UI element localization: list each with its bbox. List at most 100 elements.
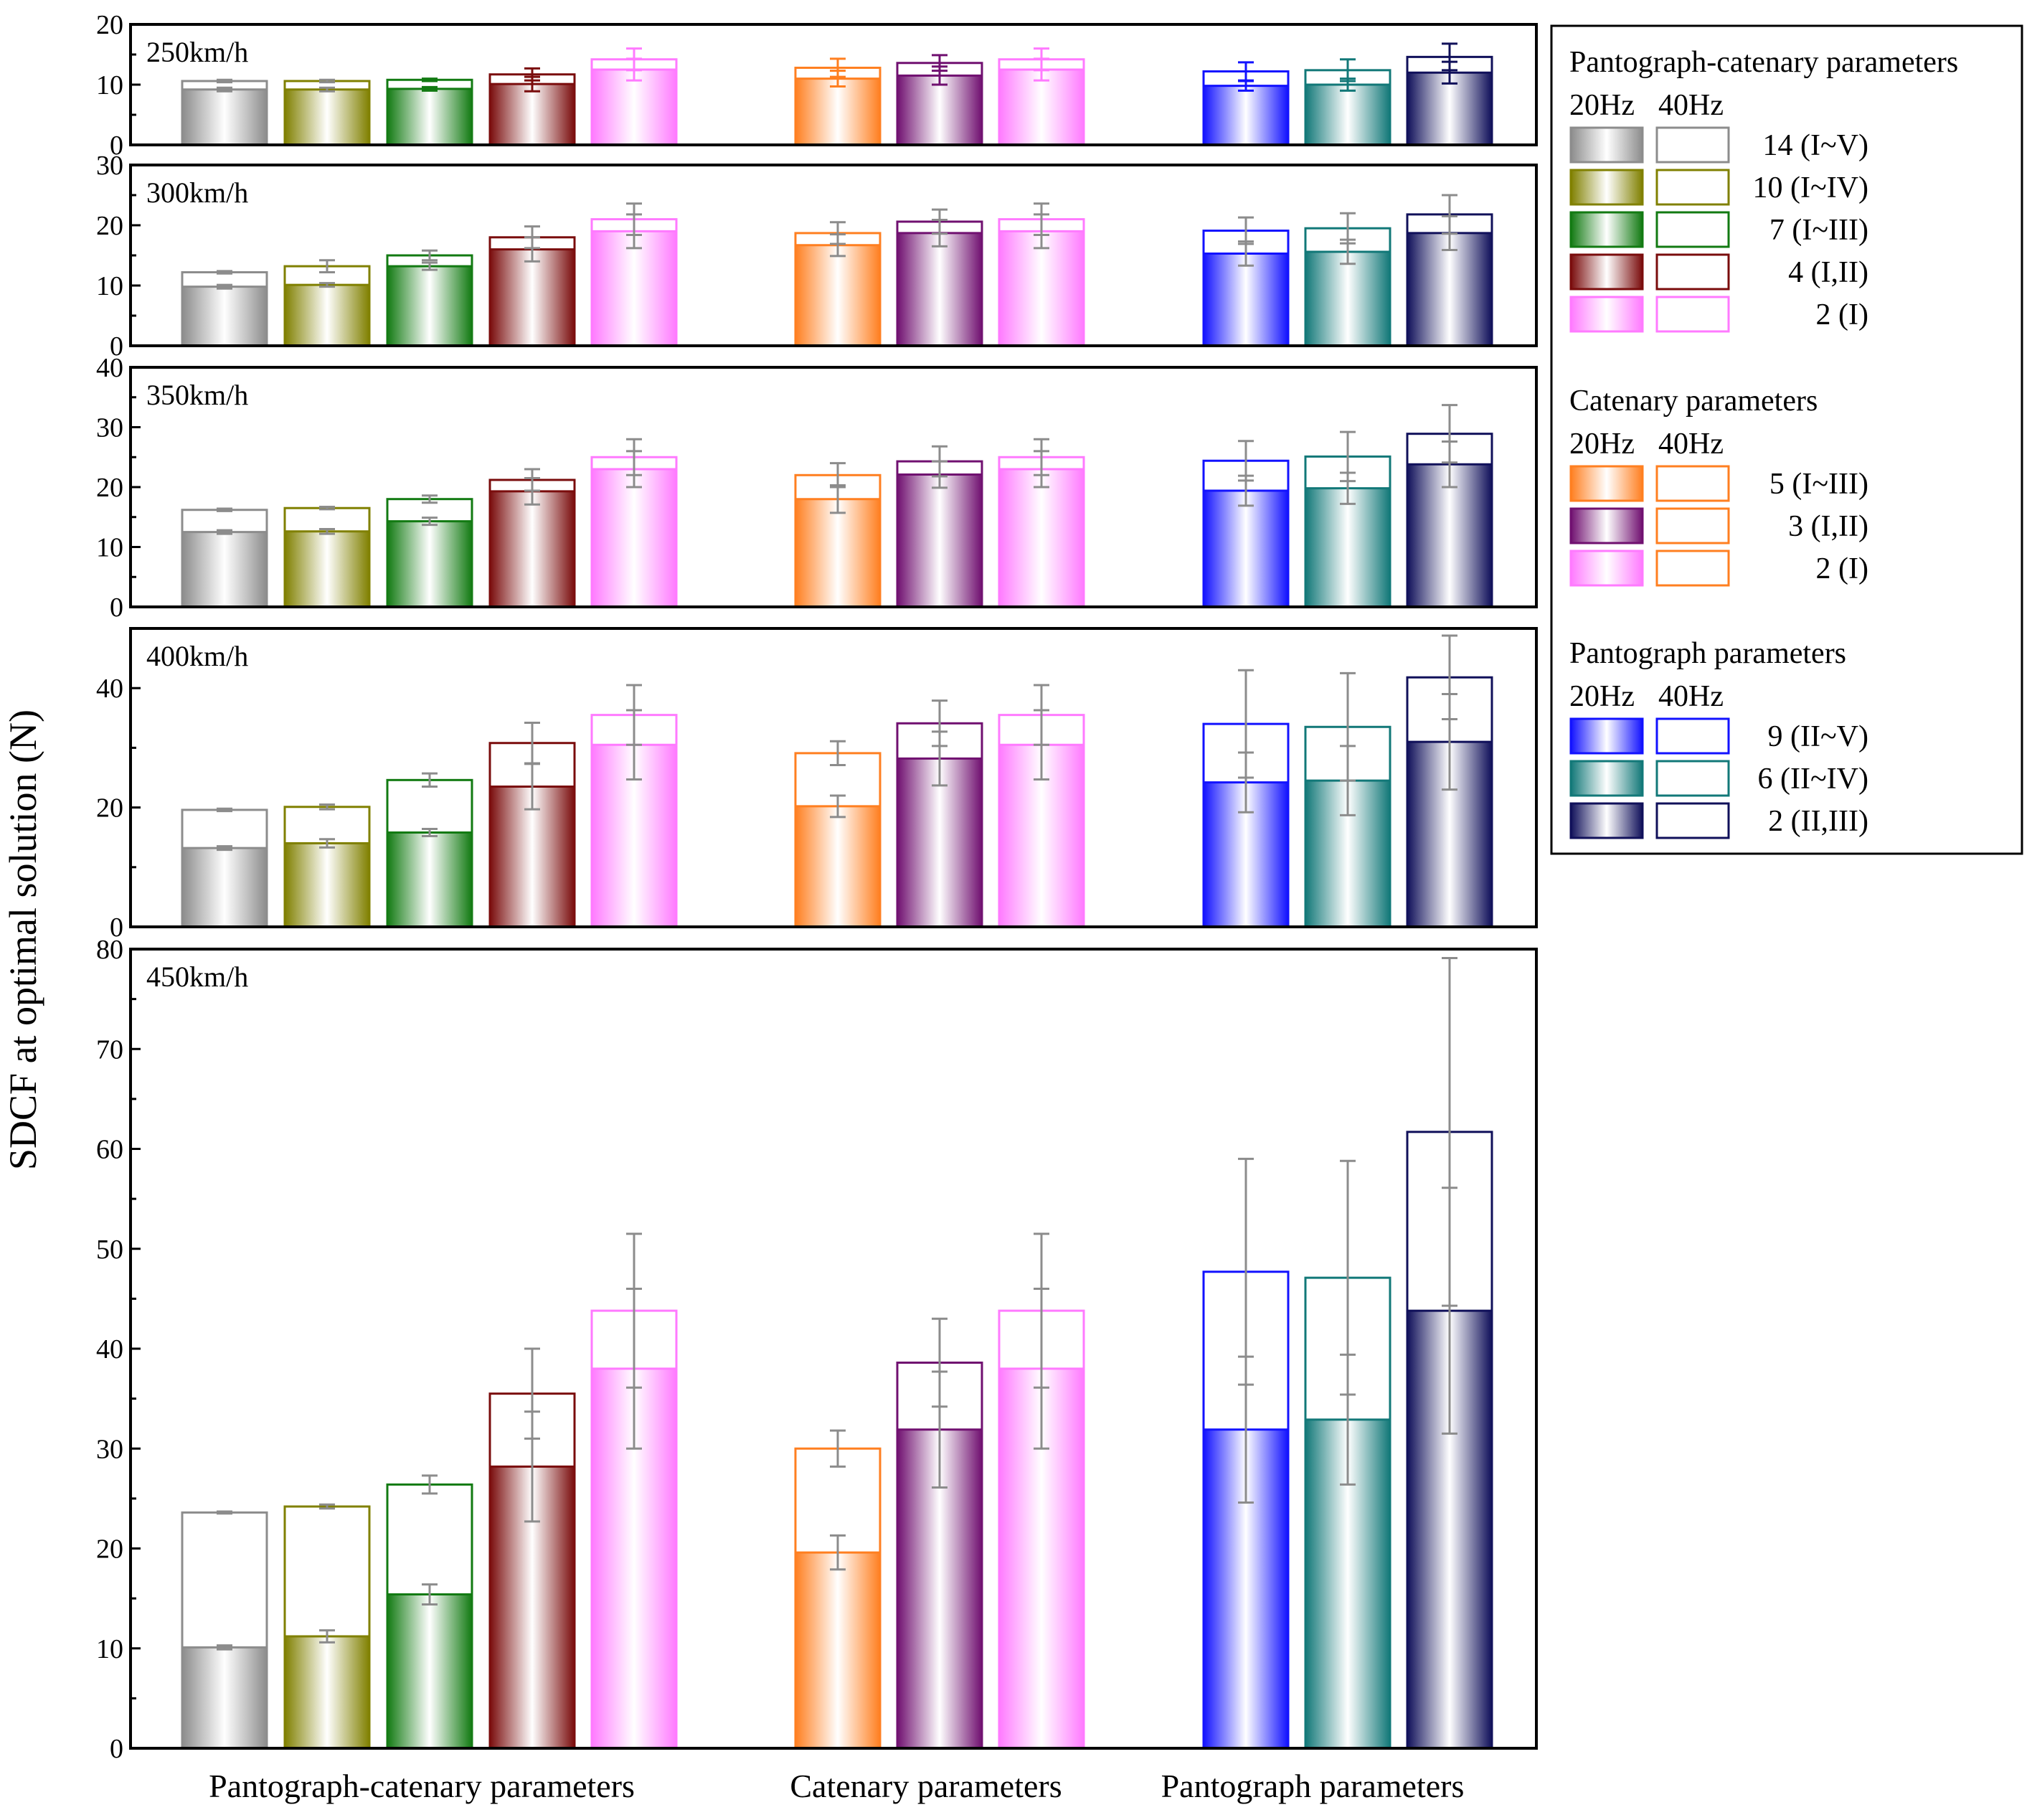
legend-swatch-40hz [1655, 296, 1730, 333]
y-tick-label: 70 [96, 1034, 123, 1065]
y-tick-label: 10 [96, 533, 123, 563]
bar-20hz [1305, 251, 1390, 346]
y-tick-label: 20 [96, 1534, 123, 1565]
legend-swatch-20hz [1569, 465, 1644, 502]
panel-speed-label: 300km/h [146, 176, 248, 209]
bar-20hz [182, 286, 267, 346]
legend-swatch-40hz [1655, 169, 1730, 206]
bar-20hz [182, 1647, 267, 1748]
legend-swatch-20hz [1569, 802, 1644, 839]
bar-20hz [999, 468, 1084, 607]
y-tick-label: 10 [96, 271, 123, 301]
bar-20hz [387, 832, 472, 927]
bar-20hz [1204, 253, 1288, 346]
group-label-catenary: Catenary parameters [790, 1768, 1062, 1804]
bar-20hz [285, 285, 369, 346]
bar-20hz [387, 521, 472, 607]
bar-20hz [592, 70, 676, 145]
bar-20hz [999, 70, 1084, 145]
panel-400km/h: 0 20 40 400km/h [96, 627, 1538, 943]
bar-20hz [285, 89, 369, 145]
legend-swatch-40hz [1655, 717, 1730, 755]
group-labels: Pantograph-catenary parameters Catenary … [209, 1768, 1464, 1804]
legend-section: Pantograph parameters 20Hz 40Hz 9 (II~V) 6 (… [1569, 637, 1869, 839]
bar-20hz [1305, 85, 1390, 145]
bar-20hz [592, 468, 676, 607]
legend-swatch-20hz [1569, 550, 1644, 587]
y-tick-label: 0 [110, 593, 123, 623]
panel-speed-label: 400km/h [146, 640, 248, 672]
panel-speed-label: 450km/h [146, 961, 248, 993]
panel-300km/h: 0 10 20 30 300km/h [96, 151, 1538, 362]
bar-20hz [387, 266, 472, 346]
legend-head-40hz: 40Hz [1658, 89, 1724, 122]
panel-frame [129, 948, 1538, 1750]
legend-swatch-20hz [1569, 211, 1644, 248]
legend-swatch-40hz [1655, 211, 1730, 248]
legend: Pantograph-catenary parameters 20Hz 40Hz 14… [1550, 24, 2023, 855]
bar-20hz [795, 78, 880, 145]
y-axis-title: SDCF at optimal solution (N) [1, 709, 44, 1170]
bar-20hz [182, 848, 267, 927]
legend-head-40hz: 40Hz [1658, 428, 1724, 461]
legend-swatch-20hz [1569, 760, 1644, 797]
y-tick-label: 30 [96, 1434, 123, 1464]
legend-head-20hz: 20Hz [1569, 89, 1635, 122]
legend-item-label: 6 (II~IV) [1758, 763, 1869, 796]
bar-20hz [795, 806, 880, 927]
legend-box [1550, 24, 2023, 855]
y-tick-label: 20 [96, 211, 123, 241]
y-tick-label: 30 [96, 151, 123, 181]
panel-frame [129, 23, 1538, 146]
panel-450km/h: 0 10 20 30 40 50 60 70 80 450km/h [96, 935, 1538, 1764]
legend-item-label: 14 (I~V) [1762, 129, 1868, 162]
bar-20hz [1204, 85, 1288, 145]
bar-20hz [795, 1552, 880, 1748]
y-tick-label: 0 [110, 1734, 123, 1764]
bar-20hz [285, 1636, 369, 1748]
legend-swatch-40hz [1655, 253, 1730, 291]
legend-swatch-20hz [1569, 296, 1644, 333]
legend-head-20hz: 20Hz [1569, 428, 1635, 461]
legend-item-label: 2 (I) [1816, 552, 1868, 585]
bar-20hz [897, 758, 982, 927]
bar-20hz [490, 249, 575, 346]
legend-swatch-20hz [1569, 507, 1644, 544]
bar-20hz [1305, 488, 1390, 607]
bar-20hz [387, 88, 472, 145]
legend-swatch-20hz [1569, 126, 1644, 164]
bar-20hz [897, 75, 982, 145]
y-tick-label: 20 [96, 473, 123, 503]
legend-item-label: 7 (I~III) [1769, 214, 1868, 247]
legend-section-title: Pantograph-catenary parameters [1569, 46, 1958, 79]
bar-20hz [387, 1594, 472, 1748]
legend-head-40hz: 40Hz [1658, 680, 1724, 713]
legend-section: Catenary parameters 20Hz 40Hz 5 (I~III) 3 (I… [1569, 385, 1868, 587]
y-tick-label: 10 [96, 70, 123, 100]
legend-section-title: Catenary parameters [1569, 385, 1818, 418]
y-tick-label: 0 [110, 913, 123, 943]
y-tick-label: 80 [96, 935, 123, 965]
legend-item-label: 9 (II~V) [1768, 720, 1869, 753]
panel-speed-label: 250km/h [146, 36, 248, 68]
bar-20hz [592, 231, 676, 346]
y-tick-label: 0 [110, 331, 123, 362]
group-label-pantograph: Pantograph parameters [1161, 1768, 1465, 1804]
legend-item-label: 10 (I~IV) [1753, 171, 1869, 204]
bar-20hz [999, 231, 1084, 346]
bar-20hz [490, 491, 575, 607]
y-tick-label: 30 [96, 413, 123, 443]
y-tick-label: 50 [96, 1235, 123, 1265]
panels: 0 10 20 250km/h 0 10 20 30 300km/h 0 10 20 30 40 350km… [96, 10, 1538, 1764]
legend-section-title: Pantograph parameters [1569, 637, 1846, 670]
legend-item-label: 2 (II,III) [1768, 805, 1868, 838]
legend-swatch-40hz [1655, 802, 1730, 839]
y-tick-label: 40 [96, 1334, 123, 1364]
bar-20hz [795, 499, 880, 607]
y-tick-label: 40 [96, 674, 123, 704]
bar-20hz [897, 232, 982, 346]
legend-swatch-20hz [1569, 253, 1644, 291]
legend-item-label: 2 (I) [1816, 298, 1868, 331]
bar-20hz [1407, 232, 1492, 346]
